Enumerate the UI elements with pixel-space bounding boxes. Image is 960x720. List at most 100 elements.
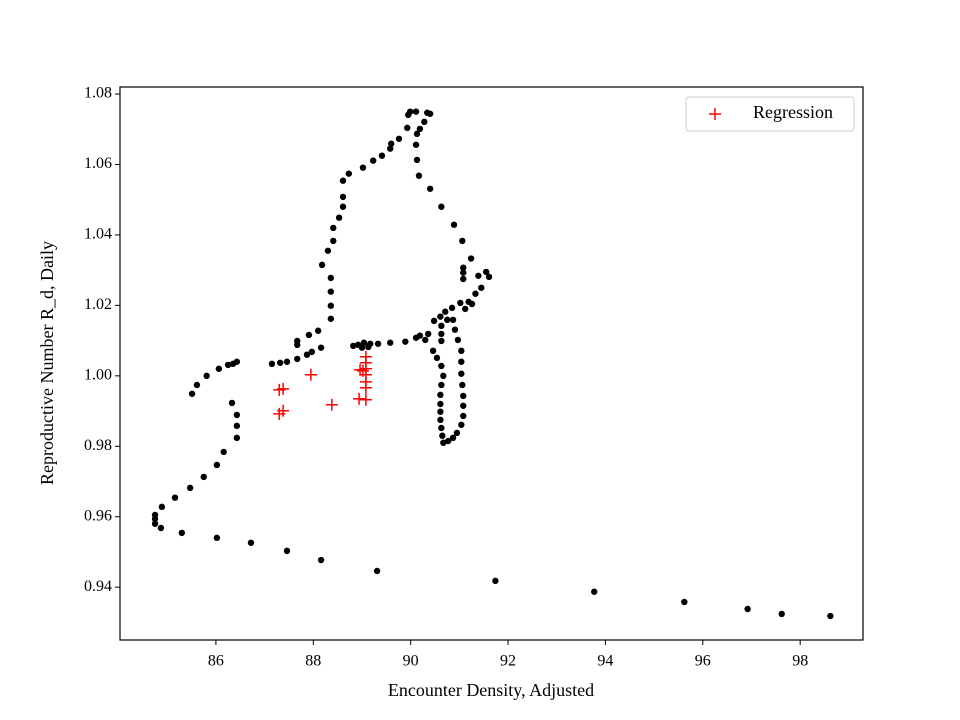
point — [449, 316, 457, 324]
point — [442, 308, 449, 315]
point — [438, 424, 445, 432]
point — [454, 336, 462, 344]
point — [158, 503, 166, 511]
point — [492, 577, 499, 585]
point — [365, 343, 372, 351]
point — [335, 214, 343, 221]
point — [744, 605, 751, 613]
point — [151, 511, 159, 519]
point — [457, 299, 464, 307]
point — [339, 177, 347, 184]
plus-marker — [304, 368, 317, 381]
point — [283, 358, 291, 365]
point — [415, 172, 423, 179]
point — [438, 362, 445, 370]
point — [314, 327, 322, 334]
point — [171, 494, 179, 501]
point — [387, 140, 395, 147]
x-axis-label: Encounter Density, Adjusted — [388, 680, 594, 700]
point — [827, 612, 834, 620]
point — [438, 322, 445, 330]
point — [460, 275, 467, 283]
point — [200, 473, 207, 481]
point — [327, 302, 335, 309]
point — [438, 381, 445, 389]
point — [448, 304, 456, 312]
point — [412, 334, 420, 341]
point — [416, 125, 424, 133]
point — [460, 264, 467, 271]
x-tick-label: 88 — [305, 653, 321, 670]
point — [373, 567, 381, 575]
x-tick-label: 90 — [403, 653, 419, 670]
point — [186, 484, 194, 492]
point — [485, 273, 493, 281]
point — [422, 336, 429, 344]
point — [339, 203, 347, 210]
point — [268, 360, 276, 368]
point — [412, 108, 420, 115]
point — [233, 411, 241, 419]
point — [425, 330, 432, 338]
point — [681, 598, 688, 606]
point — [327, 288, 335, 295]
y-tick-label: 1.02 — [84, 296, 112, 313]
point — [437, 391, 444, 399]
point — [178, 529, 186, 537]
point — [220, 448, 227, 456]
point — [224, 361, 232, 369]
point — [460, 392, 467, 400]
point — [591, 588, 598, 595]
point — [402, 338, 409, 345]
point — [444, 437, 452, 445]
point — [330, 237, 337, 245]
point — [345, 170, 353, 177]
point — [213, 534, 221, 542]
point — [453, 429, 461, 437]
plus-marker — [356, 364, 369, 377]
y-tick-label: 1.04 — [84, 226, 112, 243]
point — [339, 193, 347, 201]
point — [467, 255, 475, 262]
point — [213, 461, 221, 469]
legend-marker — [709, 108, 721, 120]
plus-marker — [354, 363, 367, 376]
point — [369, 157, 377, 164]
point — [437, 400, 444, 408]
point — [318, 261, 326, 269]
point — [430, 317, 438, 325]
point — [203, 372, 210, 380]
point — [449, 434, 457, 442]
point — [459, 237, 466, 245]
point — [426, 185, 434, 192]
point — [451, 326, 459, 333]
point — [443, 316, 451, 324]
point — [360, 339, 368, 346]
point — [778, 610, 785, 618]
y-tick-label: 1.06 — [84, 155, 112, 172]
point — [276, 359, 284, 366]
point — [475, 272, 482, 279]
point — [450, 221, 458, 228]
point — [327, 315, 335, 322]
point — [294, 355, 301, 363]
point — [317, 344, 325, 351]
point — [404, 124, 411, 132]
point — [458, 347, 465, 355]
plus-marker — [277, 382, 290, 395]
point — [438, 337, 445, 345]
x-tick-label: 98 — [792, 653, 808, 670]
point — [193, 381, 201, 389]
point — [458, 421, 465, 428]
point — [440, 439, 447, 446]
point — [387, 145, 394, 152]
point — [406, 108, 414, 115]
point — [429, 347, 437, 355]
plus-marker — [353, 392, 366, 405]
point — [413, 130, 421, 138]
point — [305, 331, 313, 339]
point — [324, 247, 332, 254]
point — [395, 135, 403, 142]
point — [247, 539, 255, 546]
